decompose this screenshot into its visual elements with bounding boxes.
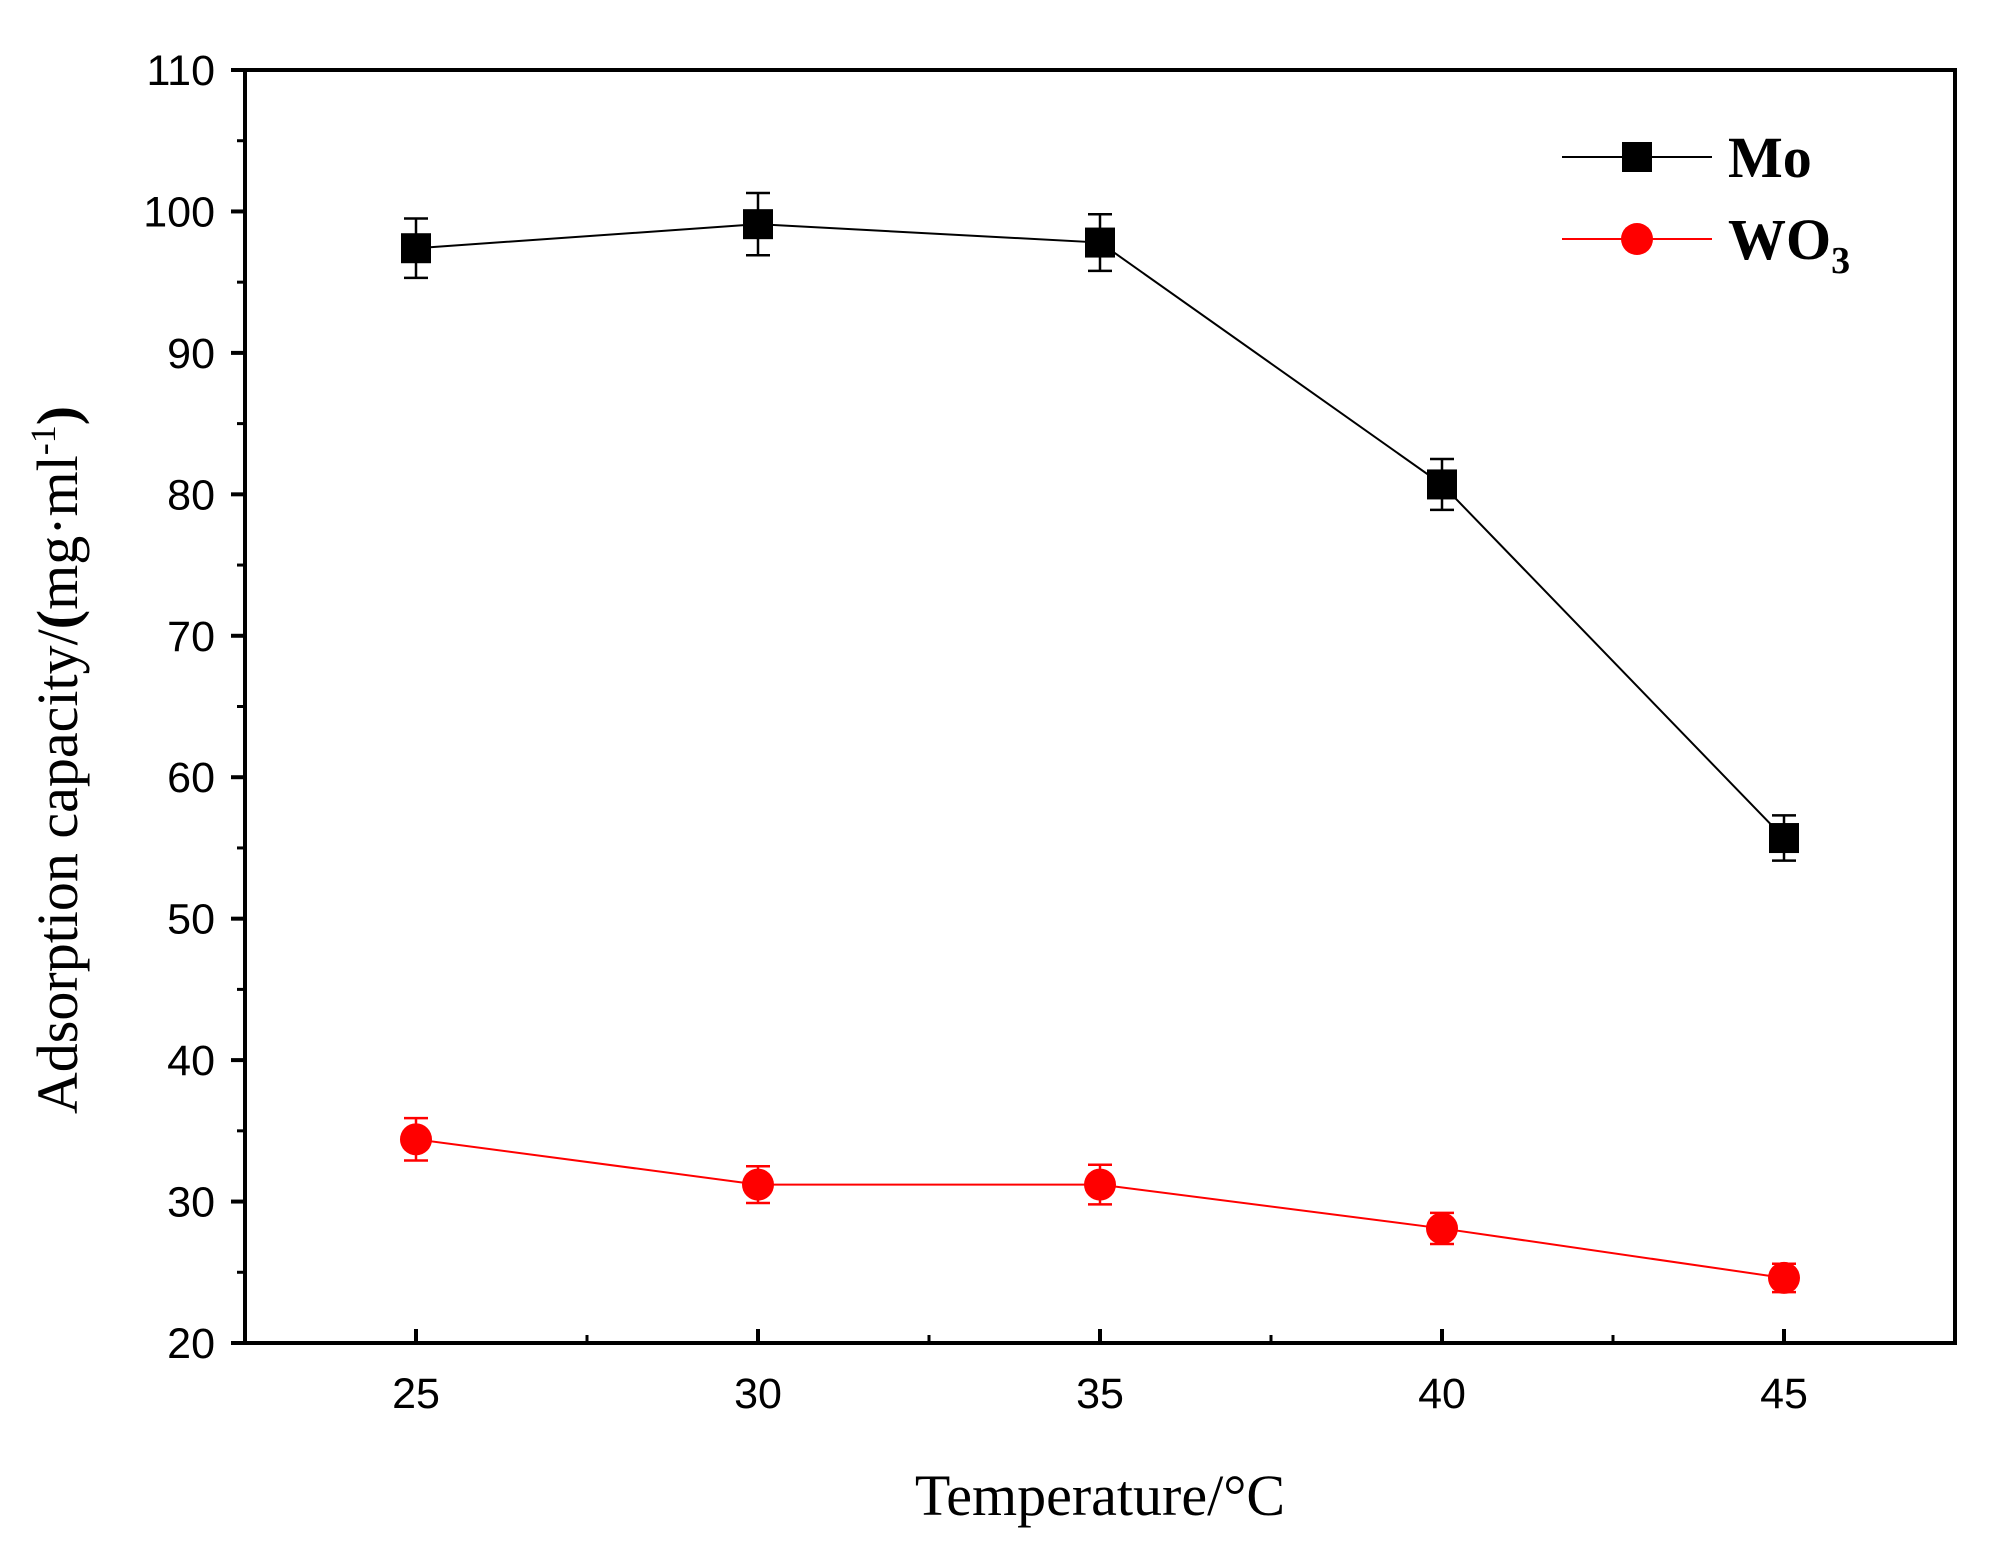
- y-tick-label: 30: [167, 1179, 215, 1227]
- legend-item: Mo: [1562, 125, 1812, 190]
- data-point: [742, 1168, 774, 1201]
- series-wo3: [400, 1116, 1800, 1294]
- legend-marker: [1621, 223, 1653, 255]
- x-tick-label: 40: [1418, 1370, 1466, 1418]
- data-point: [1768, 1261, 1800, 1294]
- y-tick-label: 110: [146, 47, 215, 95]
- legend-label-base: WO: [1728, 207, 1831, 272]
- legend-item: WO3: [1562, 207, 1850, 282]
- legend: Mo WO3: [1562, 125, 1850, 282]
- legend-marker: [1622, 142, 1652, 172]
- x-axis-ticks: 25 30 35 40 45: [392, 1329, 1808, 1418]
- x-tick-label: 30: [734, 1370, 782, 1418]
- y-axis-title-prefix: Adsorption capacity/: [25, 628, 90, 1114]
- series-mo: [401, 191, 1799, 862]
- legend-label-subscript: 3: [1831, 240, 1850, 282]
- y-axis-ticks: 20 30 40 50 60 70 80 90 100 110: [143, 47, 245, 1368]
- x-axis-title: Temperature/°C: [915, 1463, 1285, 1528]
- y-axis-title: Adsorption capacity/(mg·ml-1): [23, 406, 90, 1114]
- y-tick-label: 60: [167, 754, 215, 802]
- series-line: [415, 223, 1785, 839]
- y-tick-label: 40: [167, 1037, 215, 1085]
- data-point: [743, 209, 773, 240]
- legend-label: Mo: [1728, 125, 1812, 190]
- legend-label-base: Mo: [1728, 125, 1812, 190]
- data-point: [1085, 227, 1115, 258]
- x-tick-label: 45: [1760, 1370, 1808, 1418]
- y-tick-label: 50: [167, 896, 215, 944]
- x-tick-label: 25: [392, 1370, 440, 1418]
- y-tick-label: 90: [167, 330, 215, 378]
- x-tick-label: 35: [1076, 1370, 1124, 1418]
- y-tick-label: 70: [167, 613, 215, 661]
- y-axis-title-paren-open: (: [25, 610, 90, 629]
- data-point: [1084, 1168, 1116, 1201]
- data-point: [1426, 1212, 1458, 1245]
- data-point: [400, 1123, 432, 1156]
- data-point: [1769, 823, 1799, 854]
- series-layer: [400, 191, 1800, 1294]
- data-point: [401, 233, 431, 264]
- y-tick-label: 20: [167, 1320, 215, 1368]
- legend-label: WO3: [1728, 207, 1850, 282]
- data-point: [1427, 469, 1457, 500]
- series-line: [415, 1138, 1785, 1279]
- y-axis-title-unit: mg·ml: [25, 455, 90, 610]
- y-axis-title-exponent: -1: [23, 425, 63, 455]
- y-tick-label: 80: [167, 471, 215, 519]
- y-tick-label: 100: [143, 188, 215, 236]
- y-axis-title-paren-close: ): [25, 406, 90, 425]
